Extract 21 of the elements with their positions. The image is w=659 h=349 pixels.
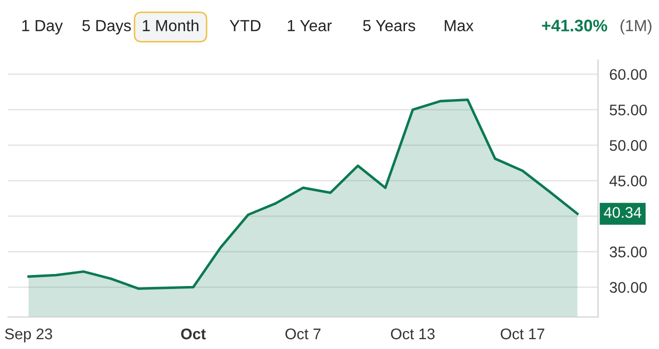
x-tick-label: Sep 23: [5, 328, 52, 342]
text: 1 Year: [288, 20, 332, 32]
text: 5 Years: [363, 20, 416, 32]
y-tick-label: 35.00: [610, 246, 647, 258]
y-tick-label: 45.00: [609, 176, 647, 186]
x-tick-label: Oct 13: [390, 328, 435, 340]
y-tick-label: 30.00: [610, 282, 647, 293]
text: Max: [444, 20, 474, 32]
y-tick-label: 50.00: [610, 140, 647, 151]
text: +41.30%: [542, 20, 608, 32]
text: 1 Day: [22, 20, 63, 34]
text: (1M): [620, 20, 652, 34]
text: 1 Month: [142, 20, 198, 32]
data-label: 40.34: [604, 207, 642, 218]
y-tick-label: 55.00: [610, 104, 647, 116]
x-tick-label: Oct: [181, 328, 206, 340]
y-tick-label: 60.00: [610, 69, 647, 80]
x-tick-label: Oct 7: [285, 328, 320, 340]
text: 5 Days: [82, 20, 131, 34]
text: YTD: [230, 20, 261, 32]
x-tick-label: Oct 17: [500, 328, 544, 340]
